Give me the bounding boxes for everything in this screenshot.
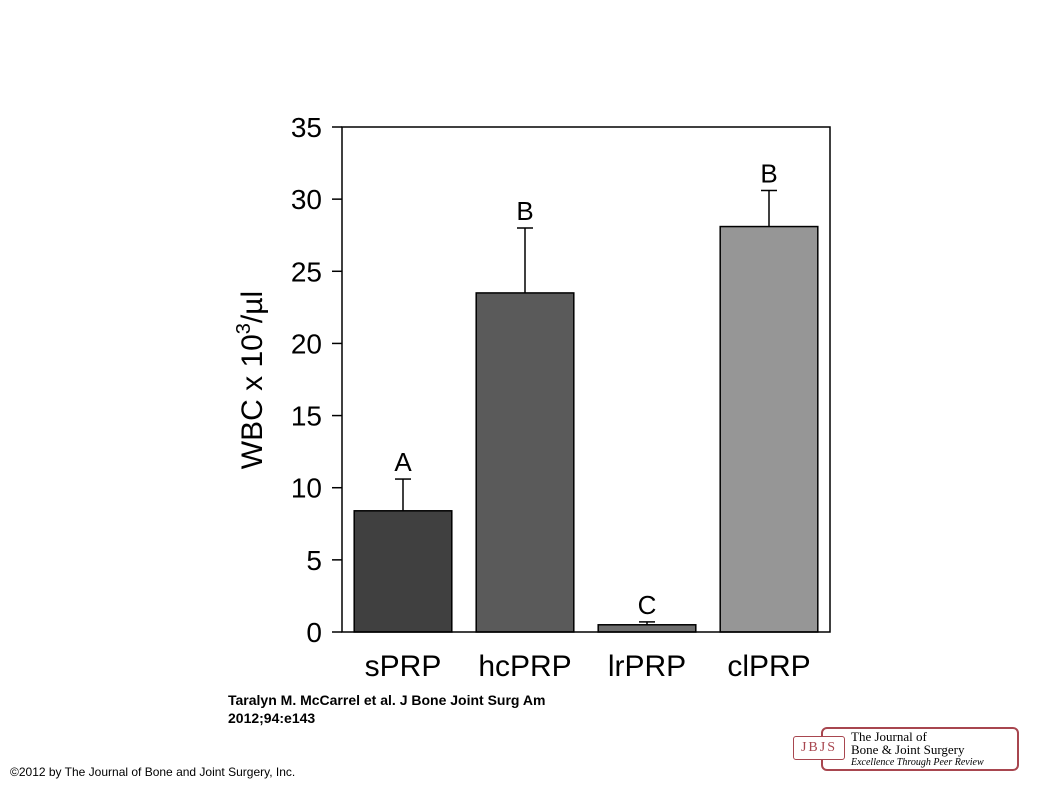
svg-text:WBC x 103/µl: WBC x 103/µl [233,291,269,469]
x-tick-label: lrPRP [608,650,686,683]
significance-letter: B [760,158,777,188]
citation: Taralyn M. McCarrel et al. J Bone Joint … [228,691,545,727]
y-axis-label: WBC x 103/µl [233,291,269,469]
y-tick-label: 20 [291,328,322,359]
x-tick-label: clPRP [727,650,810,683]
y-axis-label-base: WBC x 10 [236,334,269,469]
bar [719,225,819,633]
y-axis-label-sup: 3 [233,323,255,334]
y-tick-label: 30 [291,184,322,215]
x-tick-label: hcPRP [478,650,571,683]
significance-letter: A [394,447,412,477]
y-tick-label: 35 [291,112,322,143]
jbjs-logo-mark: JBJS [793,736,845,760]
y-tick-label: 15 [291,401,322,432]
bar [597,624,697,633]
plot-frame [341,126,831,633]
y-tick-label: 0 [306,617,322,648]
logo-line-2: Bone & Joint Surgery [851,742,965,757]
logo-line-3: Excellence Through Peer Review [851,757,984,768]
y-tick-label: 5 [306,545,322,576]
journal-logo: JBJS The Journal of Bone & Joint Surgery… [793,727,1019,771]
citation-line-1: Taralyn M. McCarrel et al. J Bone Joint … [228,692,546,708]
x-tick-label: sPRP [365,650,442,683]
copyright-notice: ©2012 by The Journal of Bone and Joint S… [10,765,296,779]
citation-line-2: 2012;94:e143 [228,710,316,726]
y-tick-label: 25 [291,256,322,287]
y-axis-label-tail: /µl [236,291,269,323]
logo-line-1: The Journal of [851,729,927,744]
logo-text: The Journal of Bone & Joint Surgery Exce… [851,730,984,769]
bar [475,292,575,633]
significance-letter: B [516,196,533,226]
y-tick-label: 10 [291,473,322,504]
bar [353,510,453,633]
significance-letter: C [638,590,657,620]
